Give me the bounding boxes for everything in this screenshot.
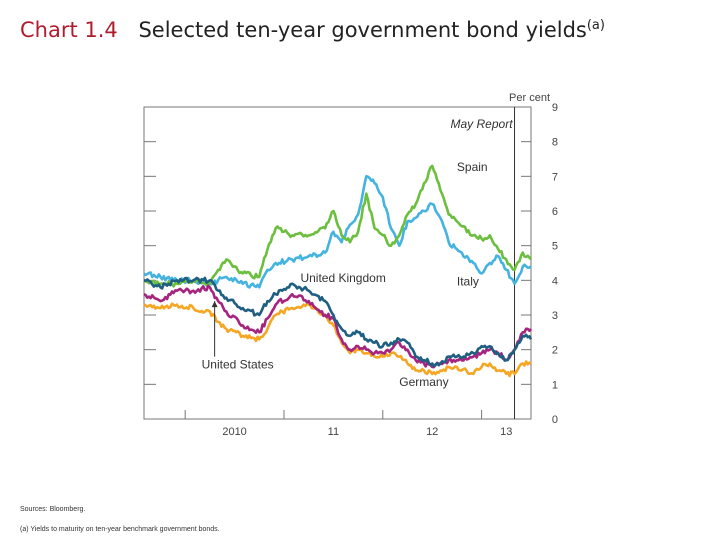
may-report-label: May Report	[451, 117, 514, 131]
series-line-united-states	[143, 284, 532, 369]
y-tick-label: 4	[552, 275, 558, 287]
source-note: Sources: Bloomberg.	[20, 506, 86, 513]
title-superscript: (a)	[586, 18, 605, 33]
y-tick-label: 1	[552, 379, 558, 391]
series-line-spain	[143, 164, 533, 288]
y-tick-label: 8	[552, 137, 558, 149]
y-tick-label: 2	[552, 345, 558, 357]
plot-frame	[143, 106, 532, 420]
y-axis-unit-label: Per cent	[509, 92, 550, 104]
series-label-germany: Germany	[399, 375, 448, 389]
y-tick-label: 9	[552, 102, 558, 114]
x-tick-label: 11	[328, 426, 339, 438]
x-tick-label: 13	[500, 426, 512, 438]
series-label-united-kingdom: United Kingdom	[300, 271, 385, 285]
series-label-united-states: United States	[202, 358, 274, 372]
series-line-united-kingdom	[143, 276, 533, 368]
footnote: (a) Yields to maturity on ten-year bench…	[20, 526, 220, 533]
series-label-spain: Spain	[457, 160, 488, 174]
chart-title: Selected ten-year government bond yields	[138, 18, 587, 42]
y-tick-label: 5	[552, 241, 558, 253]
slide-title: Chart 1.4 Selected ten-year government b…	[20, 18, 605, 42]
y-tick-label: 6	[552, 206, 558, 218]
y-tick-label: 3	[552, 310, 558, 322]
us-label-arrowhead	[211, 301, 218, 308]
x-tick-label: 12	[426, 426, 438, 438]
y-tick-label: 7	[552, 171, 558, 183]
y-tick-label: 0	[552, 414, 558, 426]
series-line-germany	[143, 302, 532, 378]
series-line-italy	[143, 175, 532, 289]
x-tick-label: 2010	[222, 426, 246, 438]
chart-number: Chart 1.4	[20, 18, 118, 42]
series-label-italy: Italy	[457, 275, 479, 289]
